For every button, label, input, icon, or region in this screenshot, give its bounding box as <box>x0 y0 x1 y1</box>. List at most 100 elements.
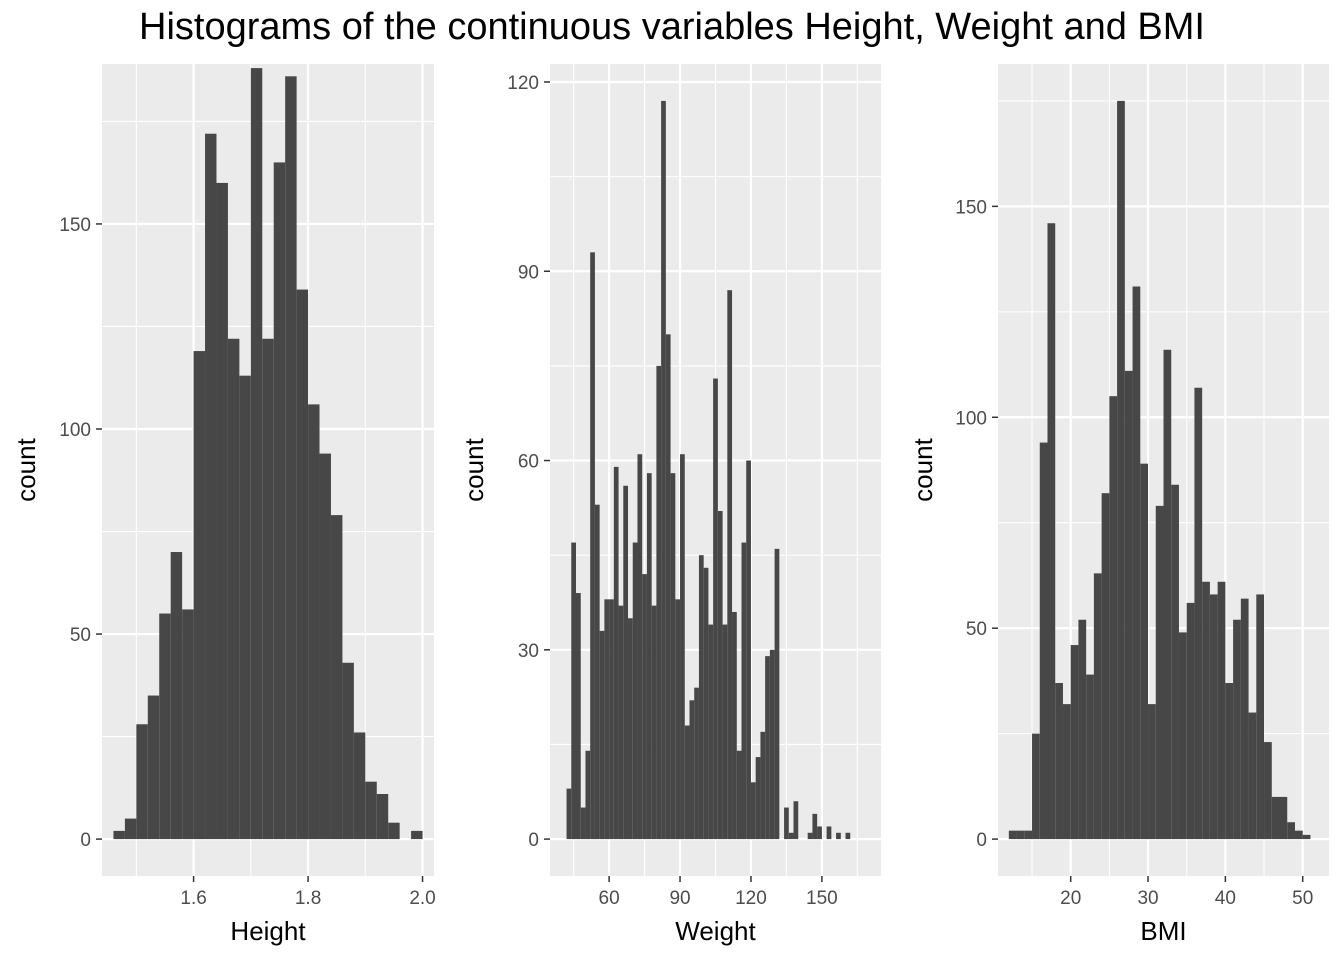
weight-histogram-bar <box>732 611 737 840</box>
weight-histogram-bar <box>642 574 647 840</box>
bmi-histogram-bar <box>1225 683 1234 840</box>
bmi-histogram-bar <box>1209 594 1218 840</box>
weight-x-tick-label: 150 <box>806 888 838 909</box>
height-histogram-bar <box>239 375 251 840</box>
bmi-x-axis-title: BMI <box>1140 916 1186 946</box>
weight-histogram-panel: 60 90 120 150 0 30 60 90 120 Weight count <box>459 64 881 946</box>
bmi-y-tick-label: 100 <box>955 408 987 429</box>
bmi-histogram-bar <box>1279 796 1288 840</box>
weight-histogram-bar <box>594 504 600 840</box>
weight-histogram-bar <box>817 826 822 840</box>
bmi-histogram-panel: 20 30 40 50 0 50 100 150 BMI count <box>908 64 1329 946</box>
bmi-histogram-bar <box>1132 286 1141 840</box>
height-histogram-bar <box>388 822 400 840</box>
bmi-histogram-bar <box>1055 683 1063 840</box>
weight-histogram-bar <box>680 454 685 840</box>
height-histogram-bar <box>376 793 389 840</box>
height-histogram-bar <box>411 830 423 840</box>
weight-histogram-bar <box>836 832 841 840</box>
bmi-y-axis-title: count <box>908 437 938 501</box>
weight-histogram-bar <box>708 624 714 840</box>
height-y-tick-label: 0 <box>80 830 91 851</box>
bmi-histogram-bar <box>1178 632 1187 840</box>
bmi-y-tick-label: 50 <box>966 619 987 640</box>
weight-histogram-bar <box>774 548 780 840</box>
height-histogram-bar <box>285 76 297 840</box>
bmi-x-tick-label: 40 <box>1215 888 1236 909</box>
weight-histogram-bar <box>750 782 756 840</box>
weight-y-tick-label: 90 <box>518 262 539 283</box>
weight-histogram-bar <box>793 801 799 840</box>
bmi-histogram-bar <box>1024 830 1033 840</box>
weight-histogram-bar <box>755 757 761 840</box>
weight-y-tick-label: 120 <box>507 73 539 94</box>
weight-histogram-bar <box>746 460 751 840</box>
bmi-histogram-bar <box>1124 370 1133 840</box>
weight-histogram-bar <box>646 473 652 840</box>
weight-y-tick-label: 0 <box>528 830 539 851</box>
height-histogram-bar <box>308 404 320 840</box>
weight-histogram-bar <box>788 832 794 840</box>
height-x-tick-label: 1.8 <box>295 888 321 909</box>
bmi-histogram-bar <box>1240 598 1249 840</box>
weight-histogram-bar <box>684 725 690 840</box>
weight-histogram-bar <box>665 334 671 840</box>
weight-histogram-bar <box>670 473 676 840</box>
weight-histogram-bar <box>736 750 742 840</box>
bmi-histogram-bar <box>1109 396 1118 840</box>
bmi-histogram-bar <box>1032 733 1040 840</box>
weight-histogram-bar <box>590 252 595 840</box>
height-y-axis-title: count <box>11 437 41 501</box>
height-histogram-bar <box>365 781 377 840</box>
bmi-histogram-bar <box>1287 822 1295 840</box>
bmi-histogram-bar <box>1078 619 1087 840</box>
weight-histogram-bar <box>698 555 704 840</box>
bmi-y-tick-label: 0 <box>976 830 987 851</box>
weight-y-tick-label: 30 <box>518 641 539 662</box>
weight-histogram-bar <box>576 593 581 840</box>
bmi-histogram-bar <box>1062 704 1071 840</box>
height-histogram-bar <box>113 830 125 840</box>
bmi-histogram-bar <box>1217 581 1226 840</box>
weight-histogram-bar <box>609 599 614 840</box>
weight-histogram-bar <box>661 100 666 840</box>
height-histogram-bar <box>342 662 354 840</box>
weight-histogram-bar <box>566 788 572 840</box>
height-histogram-bar <box>330 515 343 840</box>
bmi-histogram-bar <box>1264 742 1272 840</box>
height-histogram-bar <box>124 818 137 840</box>
weight-histogram-bar <box>765 656 770 840</box>
height-histogram-bar <box>136 724 148 840</box>
height-histogram-bar <box>353 732 366 840</box>
weight-histogram-bar <box>689 700 695 840</box>
bmi-histogram-bar <box>1039 442 1048 840</box>
weight-histogram-bar <box>580 807 586 840</box>
weight-histogram-bar <box>637 454 643 840</box>
height-histogram-panel: 1.6 1.8 2.0 0 50 100 150 Height count <box>11 64 436 946</box>
bmi-histogram-bar <box>1008 830 1017 840</box>
weight-histogram-bar <box>599 630 605 840</box>
weight-x-tick-label: 60 <box>599 888 620 909</box>
height-histogram-bar <box>216 182 228 840</box>
bmi-histogram-bar <box>1271 796 1280 840</box>
weight-histogram-bar <box>722 624 728 840</box>
bmi-histogram-bar <box>1233 619 1241 840</box>
bmi-x-tick-label: 30 <box>1137 888 1158 909</box>
bmi-histogram-bar <box>1302 834 1311 840</box>
weight-histogram-bar <box>727 290 733 840</box>
bmi-histogram-bar <box>1248 712 1257 840</box>
weight-histogram-bar <box>604 599 610 840</box>
height-histogram-bar <box>262 338 274 840</box>
bmi-histogram-bar <box>1186 602 1195 840</box>
bmi-histogram-bar <box>1256 594 1265 840</box>
weight-histogram-bar <box>807 832 813 840</box>
height-x-tick-label: 1.6 <box>180 888 206 909</box>
bmi-x-tick-label: 20 <box>1060 888 1081 909</box>
bmi-histogram-bar <box>1086 674 1094 840</box>
weight-histogram-bar <box>760 731 766 840</box>
weight-y-tick-label: 60 <box>518 452 539 473</box>
height-histogram-bar <box>147 695 160 840</box>
chart-title: Histograms of the continuous variables H… <box>139 6 1205 48</box>
bmi-histogram-bar <box>1117 100 1125 840</box>
weight-y-axis-title: count <box>459 437 489 501</box>
